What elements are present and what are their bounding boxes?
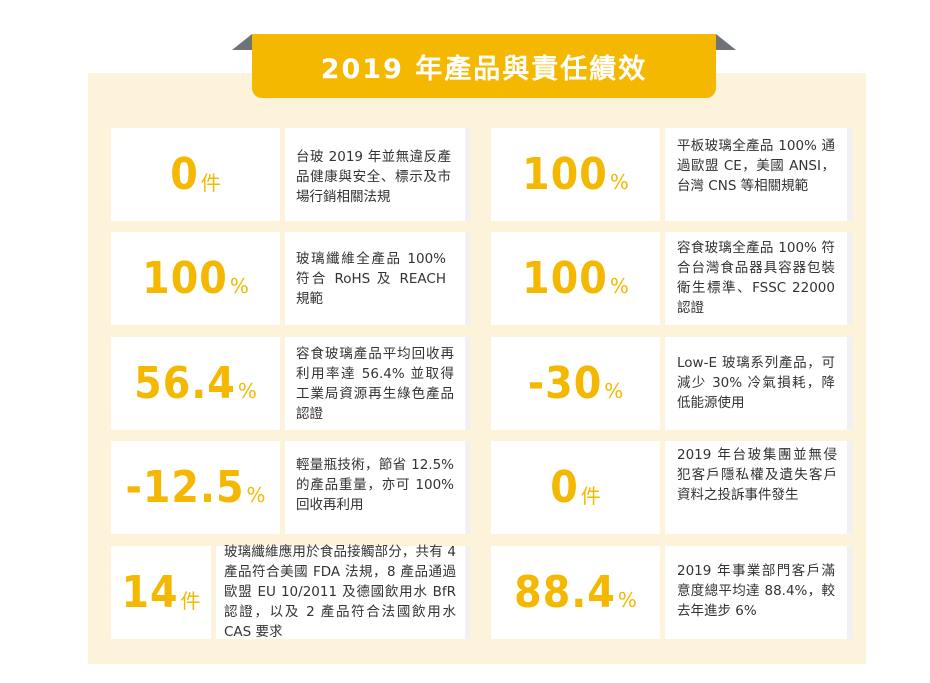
metric-unit: %	[229, 273, 249, 298]
metric-desc-card	[665, 441, 853, 534]
metric-value-box: 100 %	[491, 128, 660, 221]
metric-desc-card	[665, 128, 853, 221]
metric-desc-card	[665, 337, 853, 430]
metric-unit: %	[609, 169, 629, 194]
metric-description: 輕量瓶技術，節省 12.5% 的產品重量，亦可 100% 回收再利用	[296, 457, 454, 513]
metric-value-box: -30 %	[491, 337, 660, 430]
metric-desc-card	[285, 441, 471, 534]
metric-description: Low-E 玻璃系列產品，可減少 30% 冷氣損耗，降低能源使用	[677, 355, 835, 411]
metric-description: 容食玻璃產品平均回收再利用率達 56.4% 並取得工業局資源再生綠色產品認證	[296, 346, 454, 422]
metric-value: 14	[121, 567, 179, 618]
metric-value-box: 0 件	[111, 128, 280, 221]
metric-value-box: 88.4 %	[491, 546, 660, 639]
metric-value: 0	[550, 462, 579, 513]
ribbon-fold-right	[716, 34, 736, 50]
metric-unit: %	[246, 482, 266, 507]
metric-desc-card	[665, 546, 853, 639]
metric-value: 88.4	[514, 567, 616, 618]
metric-desc-card	[285, 337, 471, 430]
metric-value-box: 100 %	[491, 232, 660, 325]
metric-desc-card	[285, 232, 471, 325]
page-title: 2019 年產品與責任績效	[320, 53, 648, 85]
metric-value: 100	[522, 149, 608, 200]
metric-unit: %	[609, 273, 629, 298]
metric-value-box: 56.4 %	[111, 337, 280, 430]
metric-value: 100	[522, 253, 608, 304]
metric-unit: 件	[180, 589, 201, 613]
metric-description: 2019 年台玻集團並無侵犯客戶隱私權及遺失客戶資料之投訴事件發生	[677, 447, 837, 503]
title-banner: 2019 年產品與責任績效	[252, 34, 716, 98]
metric-unit: %	[617, 587, 637, 612]
metric-desc-card	[216, 546, 471, 639]
metric-unit: 件	[200, 171, 221, 195]
metric-value-box: 14 件	[111, 546, 211, 639]
metric-unit: %	[237, 378, 257, 403]
metric-unit: %	[604, 378, 624, 403]
metric-description: 2019 年事業部門客戶滿意度總平均達 88.4%，較去年進步 6%	[677, 563, 835, 619]
metric-value: -12.5	[125, 462, 245, 513]
metric-description: 玻璃纖維應用於食品接觸部分，共有 4 產品符合美國 FDA 法規，8 產品通過歐…	[224, 544, 456, 640]
metric-description: 玻璃纖維全產品 100% 符合 RoHS 及 REACH 規範	[296, 251, 446, 307]
metric-value: 0	[170, 149, 199, 200]
metric-description: 台玻 2019 年並無違反產品健康與安全、標示及市場行銷相關法規	[296, 149, 451, 205]
metric-value: -30	[527, 358, 603, 409]
ribbon-fold-left	[232, 34, 252, 50]
metric-value: 56.4	[134, 358, 236, 409]
metric-value-box: -12.5 %	[111, 441, 280, 534]
metric-description: 平板玻璃全產品 100% 通過歐盟 CE，美國 ANSI，台灣 CNS 等相關規…	[677, 138, 835, 194]
metric-unit: 件	[580, 484, 601, 508]
metric-description: 容食玻璃全產品 100% 符合台灣食品器具容器包裝衛生標準、FSSC 22000…	[677, 240, 835, 316]
metric-value-box: 0 件	[491, 441, 660, 534]
metric-value-box: 100 %	[111, 232, 280, 325]
metric-desc-card	[665, 232, 853, 325]
metric-value: 100	[142, 253, 228, 304]
metric-desc-card	[285, 128, 471, 221]
